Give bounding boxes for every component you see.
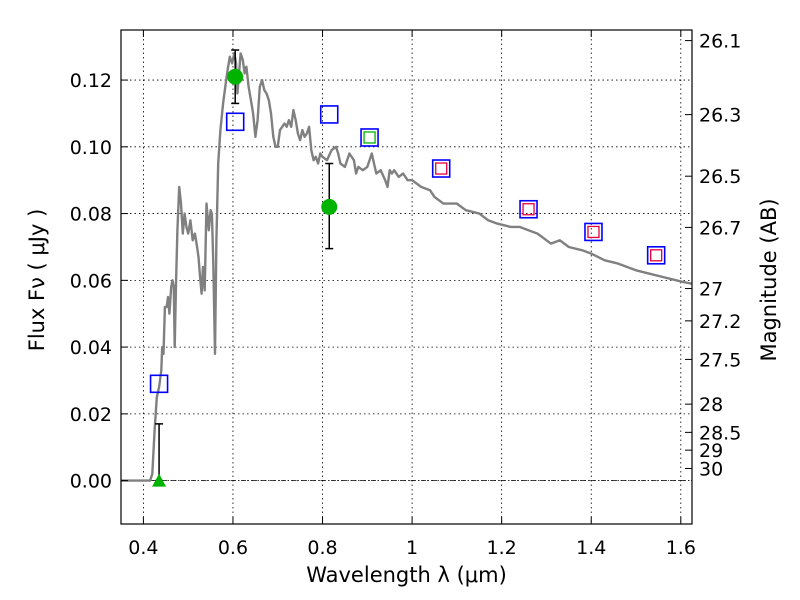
y-tick-label: 0.00	[70, 471, 112, 493]
magnitude-tick-label: 27.5	[699, 349, 741, 371]
y-tick-label: 0.12	[70, 70, 112, 92]
y-tick-label: 0.02	[70, 404, 112, 426]
magnitude-tick-label: 26.7	[699, 217, 741, 239]
magnitude-tick-label: 27.2	[699, 311, 741, 333]
grid	[121, 30, 692, 524]
filter-flux-square	[522, 203, 535, 216]
y-tick-label: 0.04	[70, 337, 112, 359]
model-flux-square	[646, 246, 666, 265]
sed-model-line	[121, 52, 693, 482]
x-tick-label: 0.6	[218, 537, 248, 559]
x-tick-label: 1.4	[576, 537, 606, 559]
y-tick-label: 0.06	[70, 270, 112, 292]
magnitude-tick-label: 26.3	[699, 105, 741, 127]
magnitude-tick-label: 27	[699, 279, 723, 301]
magnitude-tick-label: 30	[699, 458, 723, 480]
x-tick-label: 1.6	[666, 537, 696, 559]
magnitude-tick-label: 28.5	[699, 422, 741, 444]
x-tick-label: 0.8	[307, 537, 337, 559]
model-flux-square	[319, 105, 339, 124]
filter-flux-square	[363, 131, 376, 144]
model-flux-square	[584, 222, 603, 242]
detection-circle	[321, 198, 338, 215]
x-tick-label: 1.2	[487, 537, 517, 559]
magnitude-tick-label: 28	[699, 394, 723, 416]
axes: 0.4 0.6 0.8 1 1.2 1.4 1.6 0.00 0.02 0.04 0.06 0.08 0…	[70, 30, 741, 559]
magnitude-tick-label: 26.1	[699, 31, 741, 53]
filter-flux-square	[435, 162, 448, 175]
upper-limit-triangle	[152, 473, 167, 487]
plot-frame	[120, 29, 693, 525]
sed-model-layer	[121, 52, 693, 482]
x-axis-title: Wavelength λ (μm)	[306, 563, 507, 587]
model-flux-square	[360, 128, 379, 147]
right-axis-title: Magnitude (AB)	[757, 198, 781, 361]
model-flux-square	[225, 112, 245, 132]
model-flux-square	[519, 199, 538, 219]
magnitude-tick-label: 29	[699, 440, 723, 462]
filter-flux-square	[650, 249, 663, 262]
model-flux-square	[431, 159, 451, 178]
detection-circle	[227, 68, 244, 85]
x-tick-label: 1	[406, 537, 418, 559]
y-axis-title: Flux Fν ( μJy )	[25, 209, 49, 352]
filter-flux-square	[587, 225, 600, 239]
y-tick-label: 0.10	[70, 137, 112, 159]
x-tick-label: 0.4	[128, 537, 158, 559]
y-tick-label: 0.08	[70, 204, 112, 226]
data-markers-layer	[149, 49, 666, 487]
model-flux-square	[149, 374, 169, 394]
magnitude-tick-label: 26.5	[699, 166, 741, 188]
